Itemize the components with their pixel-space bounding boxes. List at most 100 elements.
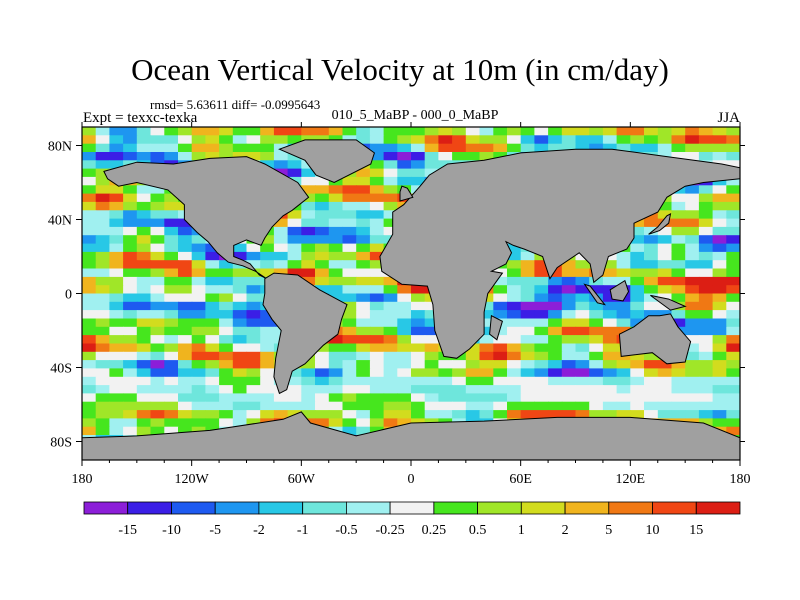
field-cell xyxy=(575,293,590,303)
field-cell xyxy=(342,351,357,361)
field-cell xyxy=(383,210,398,220)
field-cell xyxy=(136,260,152,270)
field-cell xyxy=(219,285,234,295)
field-cell xyxy=(301,376,316,386)
field-cell xyxy=(342,368,357,378)
field-cell xyxy=(82,326,97,336)
field-cell xyxy=(82,176,97,186)
field-cell xyxy=(411,310,426,319)
field-cell xyxy=(726,218,740,228)
field-cell xyxy=(657,260,673,270)
land-sumatra xyxy=(583,283,606,306)
field-cell xyxy=(685,360,700,369)
field-cell xyxy=(178,418,193,428)
field-cell xyxy=(136,135,152,145)
field-cell xyxy=(493,376,508,386)
field-cell xyxy=(369,326,385,336)
field-cell xyxy=(82,251,97,261)
field-cell xyxy=(315,351,330,361)
field-cell xyxy=(630,251,645,261)
field-cell xyxy=(123,351,138,361)
land-uk xyxy=(399,185,414,202)
colorbar-label: -0.25 xyxy=(376,523,405,538)
field-cell xyxy=(328,243,344,253)
field-cell xyxy=(205,268,220,278)
field-cell xyxy=(561,326,577,336)
field-cell xyxy=(356,326,371,336)
field-cell xyxy=(465,368,481,378)
field-cell xyxy=(178,135,193,145)
colorbar-swatch xyxy=(608,501,653,515)
field-cell xyxy=(589,410,604,419)
field-cell xyxy=(191,351,206,361)
field-cell xyxy=(123,301,138,311)
field-cell xyxy=(548,268,563,278)
field-cell xyxy=(178,293,193,303)
field-cell xyxy=(191,343,206,353)
field-cell xyxy=(685,251,700,261)
field-cell xyxy=(685,268,700,278)
field-cell xyxy=(438,368,453,378)
colorbar-swatch xyxy=(520,501,566,515)
field-cell xyxy=(109,218,124,228)
field-cell xyxy=(123,293,138,303)
field-cell xyxy=(411,168,426,178)
field-cell xyxy=(123,401,138,411)
field-cell xyxy=(191,293,206,303)
field-cell xyxy=(356,176,371,186)
field-cell xyxy=(150,410,165,419)
field-cell xyxy=(369,243,385,253)
field-cell xyxy=(479,143,494,153)
field-cell xyxy=(616,135,631,145)
field-cell xyxy=(685,326,700,336)
field-cell xyxy=(534,301,549,311)
field-cell xyxy=(671,135,686,145)
field-cell xyxy=(411,401,426,411)
field-cell xyxy=(397,176,412,186)
field-cell xyxy=(493,301,508,311)
field-cell xyxy=(164,218,179,228)
field-cell xyxy=(95,418,110,428)
field-cell xyxy=(685,226,700,236)
field-cell xyxy=(644,260,659,270)
field-cell xyxy=(685,310,700,319)
field-cell xyxy=(82,168,97,178)
field-cell xyxy=(205,410,220,419)
field-cell xyxy=(383,218,398,228)
map-plot-area xyxy=(82,127,740,460)
colorbar-label: -10 xyxy=(162,523,181,538)
field-cell xyxy=(136,285,152,295)
field-cell xyxy=(95,351,110,361)
field-cell xyxy=(164,310,179,319)
field-cell xyxy=(493,310,508,319)
field-cell xyxy=(369,376,385,386)
field-cell xyxy=(383,368,398,378)
field-cell xyxy=(136,127,152,136)
field-cell xyxy=(671,152,686,161)
field-cell xyxy=(109,351,124,361)
field-cell xyxy=(520,293,535,303)
field-cell xyxy=(315,343,330,353)
field-cell xyxy=(287,226,302,236)
field-cell xyxy=(657,143,673,153)
field-cell xyxy=(561,310,577,319)
field-cell xyxy=(191,127,206,136)
field-cell xyxy=(630,385,645,394)
field-cell xyxy=(191,318,206,328)
field-cell xyxy=(369,251,385,261)
colorbar-swatch xyxy=(171,501,216,515)
field-cell xyxy=(520,343,535,353)
field-cell xyxy=(82,360,97,369)
experiment-label: Expt = texxc-texka xyxy=(83,110,198,126)
field-cell xyxy=(548,401,563,411)
field-cell xyxy=(246,251,261,261)
field-cell xyxy=(602,401,618,411)
field-cell xyxy=(82,185,97,195)
field-cell xyxy=(315,418,330,428)
field-cell xyxy=(287,376,302,386)
field-cell xyxy=(191,376,206,386)
field-cell xyxy=(136,276,152,286)
field-cell xyxy=(232,127,248,136)
field-cell xyxy=(136,235,152,245)
field-cell xyxy=(575,268,590,278)
